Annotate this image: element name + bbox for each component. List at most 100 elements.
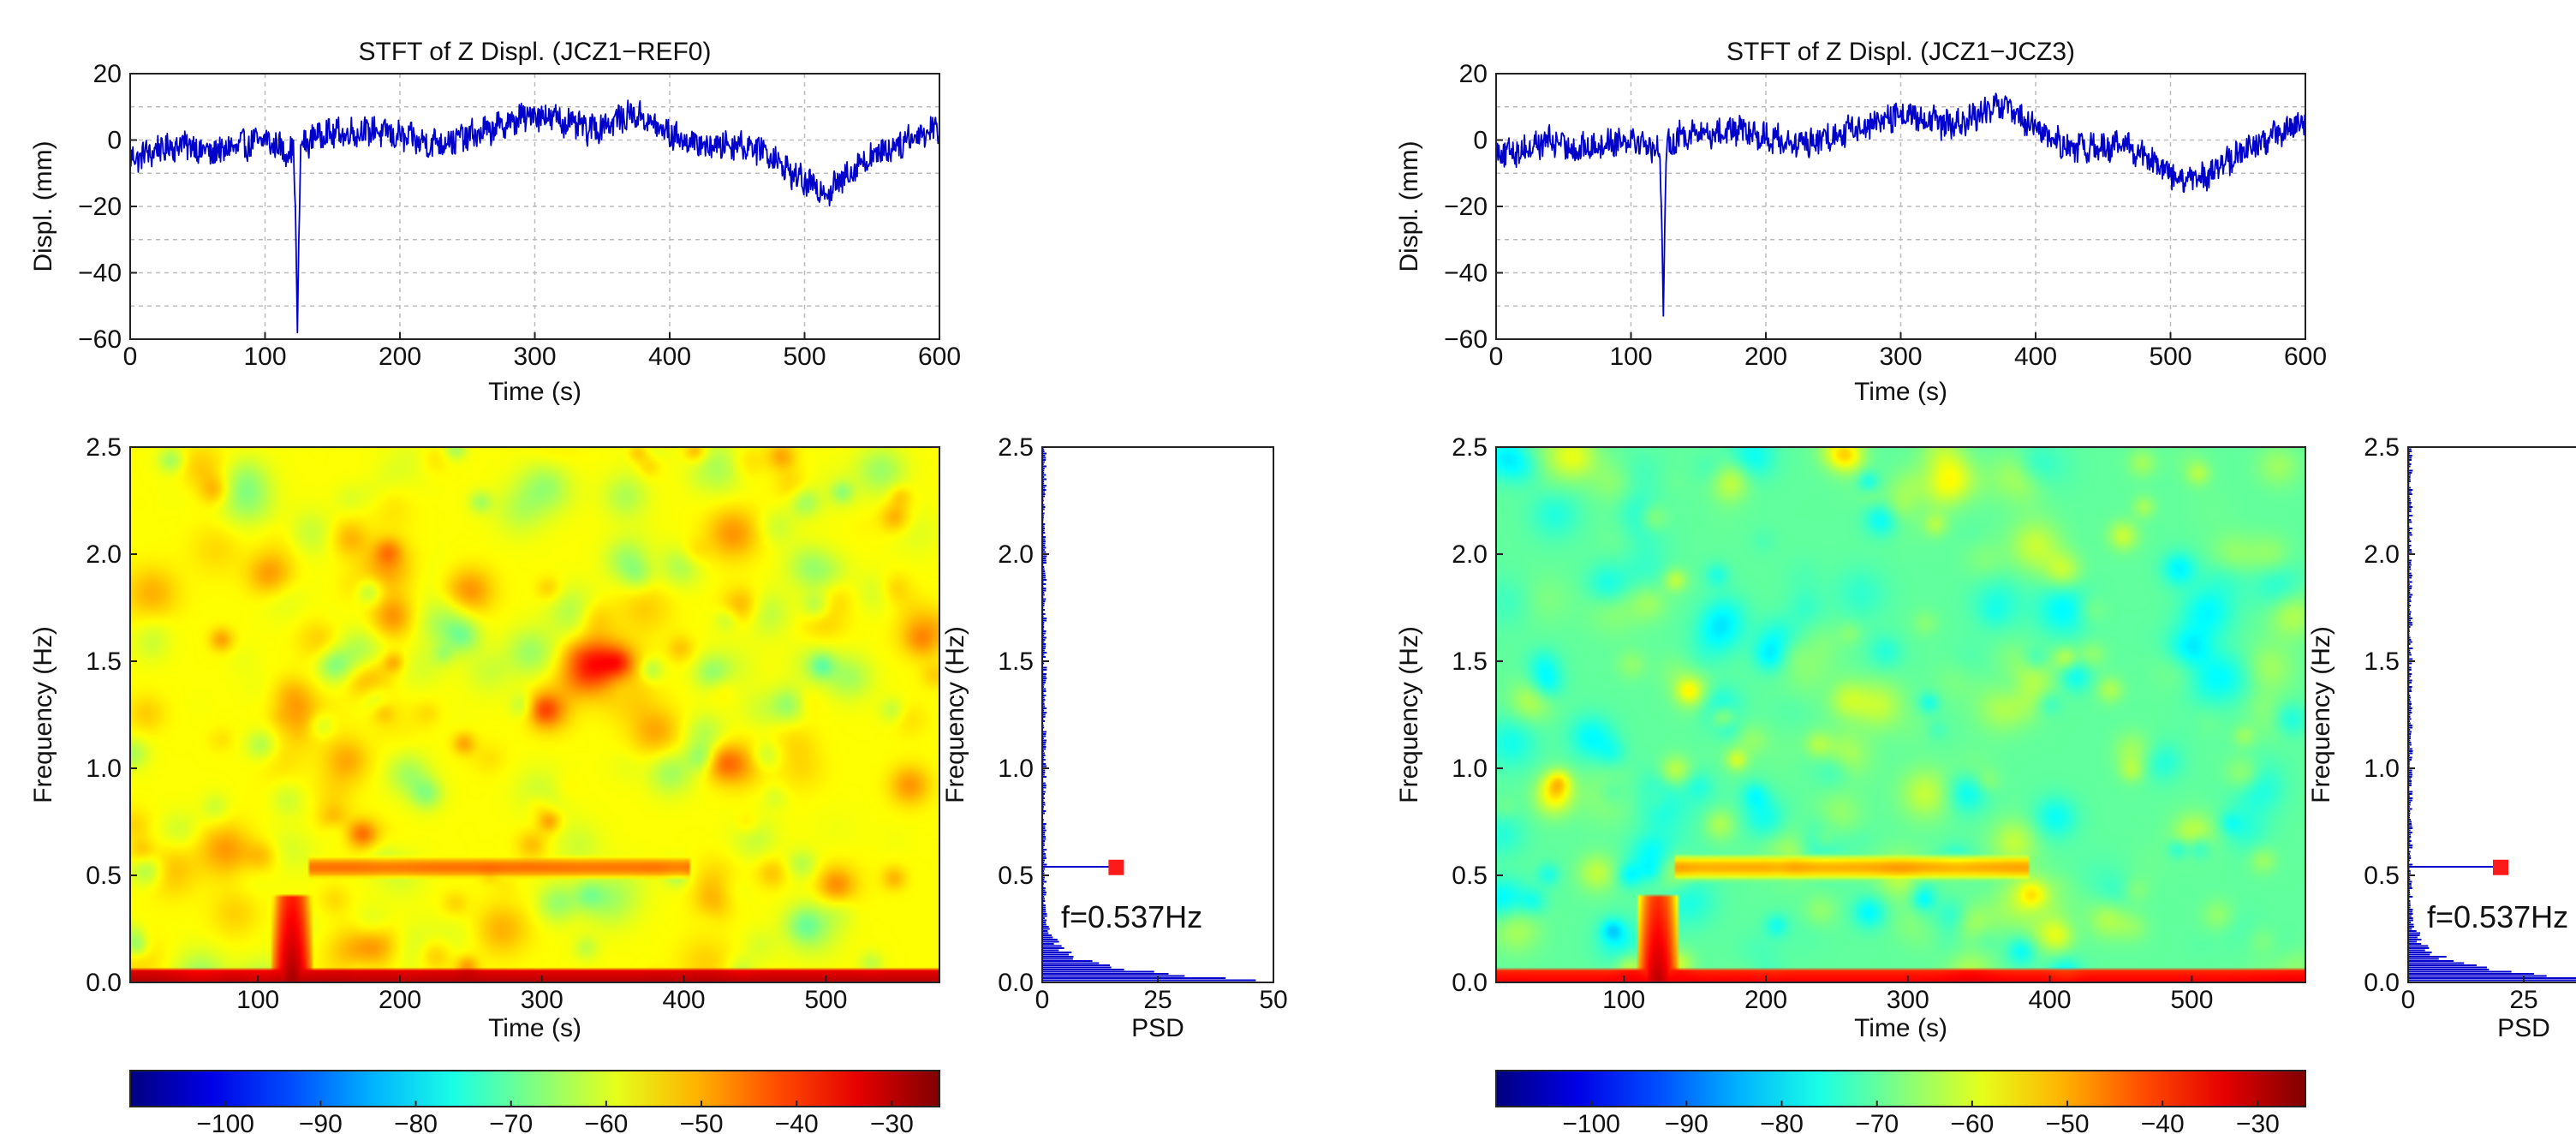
x-tick-label: 0 bbox=[123, 343, 138, 371]
x-tick-label: 300 bbox=[513, 343, 556, 371]
colorbar-gradient bbox=[129, 1070, 940, 1107]
y-axis-label: Frequency (Hz) bbox=[941, 626, 969, 803]
x-tick-label: 600 bbox=[2284, 343, 2327, 371]
chart-title: STFT of Z Displ. (JCZ1−REF0) bbox=[358, 38, 711, 66]
y-tick-label: 0.5 bbox=[2364, 862, 2400, 890]
colorbar-tick-label: −80 bbox=[394, 1110, 438, 1134]
psd-area bbox=[2408, 447, 2576, 982]
y-tick-label: −60 bbox=[78, 325, 122, 354]
y-tick-label: 0.0 bbox=[86, 969, 122, 997]
y-axis-label: Displ. (mm) bbox=[29, 140, 57, 272]
x-tick-label: 600 bbox=[918, 343, 961, 371]
colorbar-tick-label: −70 bbox=[489, 1110, 533, 1134]
y-tick-label: −40 bbox=[78, 260, 122, 288]
y-axis-label: Displ. (mm) bbox=[1395, 140, 1423, 272]
colorbar-tick-label: −50 bbox=[2046, 1110, 2090, 1134]
y-tick-label: 2.0 bbox=[2364, 540, 2400, 569]
colorbar-tick-label: −50 bbox=[680, 1110, 724, 1134]
spectrogram-frame bbox=[1495, 446, 2306, 983]
y-tick-label: 2.0 bbox=[86, 540, 122, 569]
colorbar-tick-label: −90 bbox=[1665, 1110, 1708, 1134]
y-tick-label: 1.5 bbox=[998, 648, 1034, 676]
x-tick-label: 100 bbox=[236, 986, 279, 1014]
spectrogram: 100 200 300 400 500 0.0 0.5 1.0 1.5 2.0 2.5 Time (s… bbox=[1395, 433, 2306, 1042]
displacement-series bbox=[129, 99, 940, 334]
x-tick-label: 25 bbox=[1143, 986, 1172, 1014]
chart-title: STFT of Z Displ. (JCZ1−JCZ3) bbox=[1726, 38, 2075, 66]
colorbar-tick-label: −100 bbox=[196, 1110, 254, 1134]
x-tick-label: 0 bbox=[1035, 986, 1050, 1014]
y-tick-label: −40 bbox=[1444, 260, 1488, 288]
peak-annotation: f=0.537Hz bbox=[2427, 899, 2568, 934]
displacement-series bbox=[1495, 93, 2306, 317]
x-tick-label: 400 bbox=[648, 343, 691, 371]
x-tick-label: 300 bbox=[1879, 343, 1922, 371]
x-tick-label: 0 bbox=[1489, 343, 1504, 371]
spectrogram: 100 200 300 400 500 0.0 0.5 1.0 1.5 2.0 2.5 Time (s… bbox=[29, 433, 940, 1042]
psd-peak-marker bbox=[1108, 859, 1124, 875]
x-tick-label: 100 bbox=[1602, 986, 1645, 1014]
psd-chart: f=0.537Hz025500.00.51.01.52.02.5PSDFrequ… bbox=[2307, 433, 2576, 1042]
y-tick-label: 0.0 bbox=[2364, 969, 2400, 997]
colorbar-tick-label: −70 bbox=[1855, 1110, 1899, 1134]
x-tick-label: 500 bbox=[2149, 343, 2191, 371]
x-tick-label: 300 bbox=[521, 986, 564, 1014]
y-tick-label: 2.5 bbox=[998, 433, 1034, 462]
spectrogram-frame bbox=[129, 446, 940, 983]
x-axis-label: PSD bbox=[2497, 1014, 2550, 1042]
x-tick-label: 0 bbox=[2401, 986, 2416, 1014]
x-tick-label: 200 bbox=[379, 986, 421, 1014]
colorbar-gradient bbox=[1495, 1070, 2306, 1107]
y-tick-label: 1.5 bbox=[2364, 648, 2400, 676]
y-tick-label: 0.5 bbox=[998, 862, 1034, 890]
y-tick-label: −20 bbox=[1444, 193, 1488, 221]
x-tick-label: 200 bbox=[379, 343, 421, 371]
x-axis-label: Time (s) bbox=[488, 1014, 581, 1042]
spectrogram-image bbox=[1496, 447, 2305, 982]
y-tick-label: 20 bbox=[1459, 60, 1488, 88]
y-tick-label: 0 bbox=[1473, 127, 1488, 155]
colorbar-tick-label: −40 bbox=[2141, 1110, 2185, 1134]
y-tick-label: −60 bbox=[1444, 325, 1488, 354]
x-tick-label: 500 bbox=[783, 343, 826, 371]
y-axis-label: Frequency (Hz) bbox=[2307, 626, 2335, 803]
y-axis-label: Frequency (Hz) bbox=[1395, 626, 1423, 803]
x-tick-label: 500 bbox=[804, 986, 847, 1014]
colorbar: −100 −90 −80 −70 −60 −50 −40 −30 bbox=[129, 1070, 940, 1134]
colorbar-tick-label: −60 bbox=[1950, 1110, 1994, 1134]
x-tick-label: 300 bbox=[1887, 986, 1929, 1014]
y-axis-label: Frequency (Hz) bbox=[29, 626, 57, 803]
colorbar-tick-label: −30 bbox=[2236, 1110, 2280, 1134]
y-tick-label: 20 bbox=[93, 60, 122, 88]
x-tick-label: 400 bbox=[663, 986, 706, 1014]
colorbar-tick-label: −60 bbox=[584, 1110, 628, 1134]
y-tick-label: 0.5 bbox=[86, 862, 122, 890]
y-tick-label: 2.5 bbox=[2364, 433, 2400, 462]
x-axis-label: Time (s) bbox=[1854, 1014, 1947, 1042]
y-tick-label: 0.0 bbox=[998, 969, 1034, 997]
x-tick-label: 100 bbox=[1609, 343, 1652, 371]
y-tick-label: −20 bbox=[78, 193, 122, 221]
x-tick-label: 200 bbox=[1744, 986, 1787, 1014]
psd-peak-marker bbox=[2493, 859, 2508, 875]
y-tick-label: 2.0 bbox=[1452, 540, 1488, 569]
x-axis-label: Time (s) bbox=[488, 378, 581, 406]
psd-area bbox=[1042, 447, 1273, 982]
y-tick-label: 1.0 bbox=[998, 755, 1034, 783]
y-tick-label: 2.5 bbox=[1452, 433, 1488, 462]
colorbar-tick-label: −40 bbox=[775, 1110, 819, 1134]
colorbar-tick-label: −100 bbox=[1562, 1110, 1620, 1134]
y-tick-label: 0 bbox=[107, 127, 122, 155]
peak-annotation: f=0.537Hz bbox=[1061, 899, 1202, 934]
colorbar-tick-label: −30 bbox=[870, 1110, 914, 1134]
y-tick-label: 2.5 bbox=[86, 433, 122, 462]
x-tick-label: 400 bbox=[2029, 986, 2072, 1014]
x-tick-label: 50 bbox=[1259, 986, 1287, 1014]
y-tick-label: 0.5 bbox=[1452, 862, 1488, 890]
y-tick-label: 0.0 bbox=[1452, 969, 1488, 997]
